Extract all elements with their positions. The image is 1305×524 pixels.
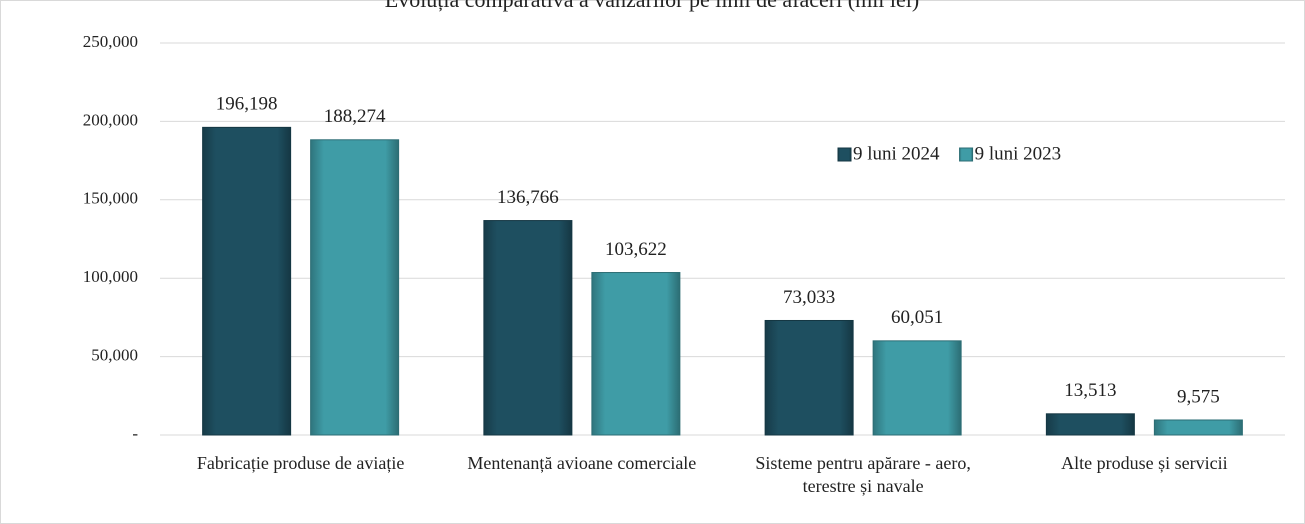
- legend-label: 9 luni 2023: [975, 143, 1062, 164]
- y-tick-label: 250,000: [83, 32, 138, 51]
- y-tick-label: -: [132, 424, 138, 443]
- x-tick-label: Mentenanță avioane comerciale: [467, 453, 696, 473]
- x-tick-label: Sisteme pentru apărare - aero, terestre ș…: [755, 453, 970, 496]
- bar: [483, 220, 573, 436]
- y-tick-label: 100,000: [83, 267, 138, 286]
- legend-label: 9 luni 2024: [853, 143, 940, 164]
- y-tick-label: 50,000: [91, 346, 138, 365]
- x-tick-label: Alte produse și servicii: [1061, 453, 1227, 473]
- y-tick-label: 200,000: [83, 110, 138, 129]
- chart-title: Evoluția comparativă a vânzărilor pe lin…: [385, 0, 919, 12]
- bar: [872, 340, 962, 436]
- bar: [310, 139, 400, 436]
- data-label: 136,766: [497, 187, 559, 208]
- data-label: 188,274: [324, 106, 386, 127]
- bar: [1045, 413, 1135, 436]
- legend-swatch: [837, 147, 852, 162]
- data-label: 9,575: [1177, 386, 1220, 407]
- data-label: 196,198: [216, 94, 278, 115]
- x-tick-label: Fabricație produse de aviație: [197, 453, 404, 473]
- data-label: 60,051: [891, 307, 943, 328]
- y-tick-label: 150,000: [83, 189, 138, 208]
- bar: [764, 319, 854, 436]
- data-label: 103,622: [605, 239, 667, 260]
- data-label: 13,513: [1064, 380, 1116, 401]
- bar: [591, 272, 681, 436]
- bar: [202, 126, 292, 436]
- legend-swatch: [959, 147, 974, 162]
- data-label: 73,033: [783, 287, 835, 308]
- bar: [1153, 419, 1243, 436]
